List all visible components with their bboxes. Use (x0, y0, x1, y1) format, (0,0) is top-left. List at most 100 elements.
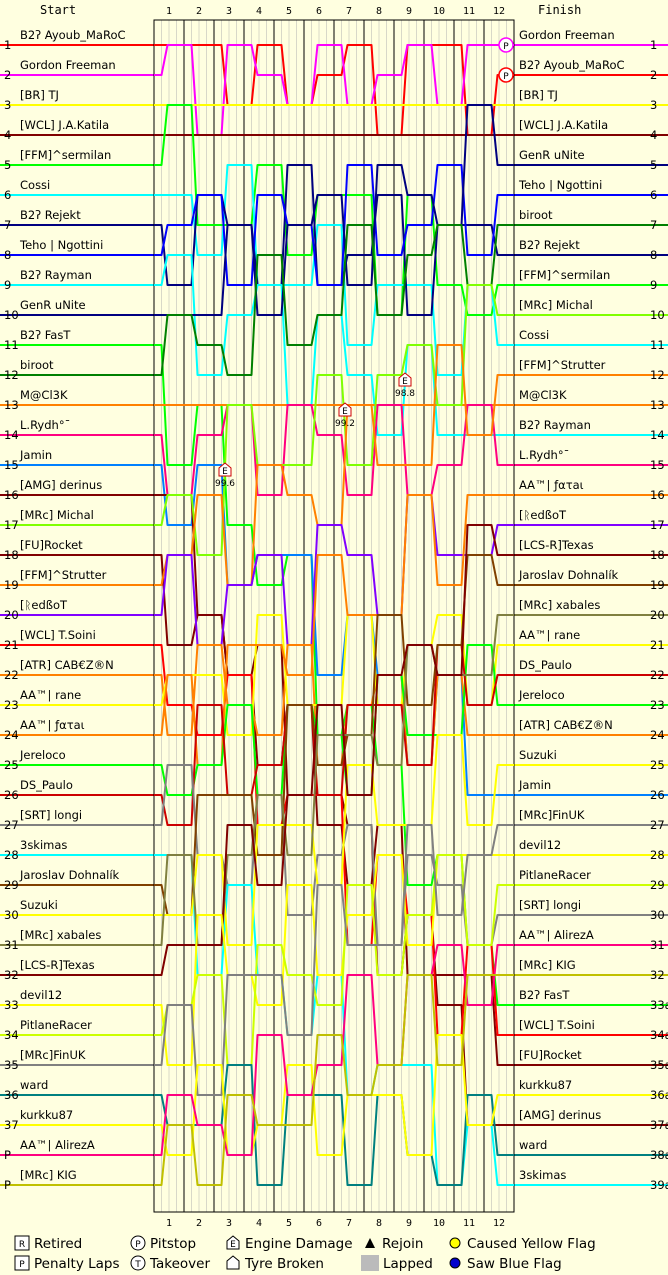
start-driver-name: [MRc] KIG (20, 1168, 77, 1182)
start-driver-name: [AMG] derinus (20, 478, 102, 492)
lap-number-top: 12 (493, 6, 505, 17)
finish-driver-name: ward (519, 1138, 547, 1152)
finish-position: 38a (650, 1148, 668, 1162)
finish-driver-name: Cossi (519, 328, 549, 342)
start-position: 1 (4, 38, 11, 52)
legend-label: Penalty Laps (34, 1256, 120, 1272)
finish-position: 10 (650, 308, 665, 322)
finish-position: 35a (650, 1058, 668, 1072)
start-driver-name: Jereloco (19, 748, 66, 762)
start-position: 32 (4, 968, 19, 982)
driver-trace (154, 974, 514, 1186)
start-position: 12 (4, 368, 19, 382)
start-driver-name: GenR uNite (20, 298, 86, 312)
finish-driver-name: Jaroslav Dohnalík (518, 568, 619, 582)
driver-trace (154, 404, 514, 496)
driver-trace (154, 524, 514, 976)
start-driver-name: [MRc]FinUK (20, 1048, 86, 1062)
finish-position: 13 (650, 398, 665, 412)
finish-driver-name: B2ʔ Ayoub_MaRoC (519, 58, 625, 72)
finish-position: 15 (650, 458, 665, 472)
finish-position: 22 (650, 668, 665, 682)
start-position: 14 (4, 428, 19, 442)
finish-position: 16 (650, 488, 665, 502)
finish-driver-name: Gordon Freeman (519, 28, 615, 42)
finish-position: 19 (650, 578, 665, 592)
lap-number-top: 3 (226, 6, 232, 17)
finish-header: Finish (538, 3, 581, 17)
start-position: 25 (4, 758, 19, 772)
blue-flag-icon (449, 1257, 461, 1269)
start-driver-name: [FFM]^sermilan (20, 148, 111, 162)
finish-position: 1 (650, 38, 657, 52)
finish-driver-name: [FFM]^sermilan (519, 268, 610, 282)
finish-driver-name: AA™| ƒατaι (519, 478, 584, 492)
legend-label: Takeover (149, 1256, 210, 1272)
finish-position: 36a (650, 1088, 668, 1102)
pitstop-icon-letter: P (135, 1240, 141, 1250)
lap-number-bottom: 8 (376, 1218, 382, 1229)
start-position: 17 (4, 518, 19, 532)
engine-damage-value: 99.2 (335, 419, 355, 429)
finish-position: 18 (650, 548, 665, 562)
legend-label: Saw Blue Flag (467, 1256, 562, 1272)
start-position: 10 (4, 308, 19, 322)
start-driver-name: Jaroslav Dohnalík (19, 868, 120, 882)
finish-position: 14 (650, 428, 665, 442)
legend-label: Engine Damage (245, 1236, 353, 1252)
lap-number-top: 11 (463, 6, 475, 17)
finish-driver-name: B2ʔ FasT (519, 988, 570, 1002)
start-position: 31 (4, 938, 19, 952)
finish-driver-name: [MRc] xabales (519, 598, 600, 612)
finish-driver-name: [MRc] KIG (519, 958, 576, 972)
finish-driver-name: [FU]Rocket (519, 1048, 582, 1062)
finish-position: 17 (650, 518, 665, 532)
start-driver-name: [MRc] xabales (20, 928, 101, 942)
lap-number-bottom: 12 (493, 1218, 505, 1229)
start-position: 16 (4, 488, 19, 502)
pitstop-icon (130, 1235, 146, 1251)
finish-position: 24 (650, 728, 665, 742)
start-driver-name: Cossi (20, 178, 50, 192)
start-position: 20 (4, 608, 19, 622)
lap-number-top: 10 (433, 6, 445, 17)
start-driver-name: kurkku87 (20, 1108, 73, 1122)
start-position: 15 (4, 458, 19, 472)
start-driver-name: [FU]Rocket (20, 538, 83, 552)
start-position: 11 (4, 338, 19, 352)
finish-position: 29 (650, 878, 665, 892)
start-driver-name: biroot (20, 358, 54, 372)
lap-number-top: 6 (316, 6, 322, 17)
finish-driver-name: 3skimas (519, 1168, 566, 1182)
start-driver-name: L.Rydh°¯ (20, 418, 70, 432)
finish-driver-name: GenR uNite (519, 148, 585, 162)
engine-damage-icon (338, 402, 352, 417)
start-position: 27 (4, 818, 19, 832)
finish-driver-name: DS_Paulo (519, 658, 572, 672)
start-position: 5 (4, 158, 11, 172)
engine-damage-icon-letter: E (222, 467, 228, 477)
start-driver-name: ward (20, 1078, 48, 1092)
start-position: 6 (4, 188, 11, 202)
finish-position: 4 (650, 128, 657, 142)
driver-trace (154, 44, 514, 136)
legend-label: Pitstop (150, 1236, 196, 1252)
lap-number-bottom: 11 (463, 1218, 475, 1229)
start-driver-name: AA™| rane (20, 688, 81, 702)
start-driver-name: Gordon Freeman (20, 58, 116, 72)
start-driver-name: B2ʔ Rayman (20, 268, 92, 282)
start-driver-name: [MRc] Michal (20, 508, 94, 522)
finish-position: 26 (650, 788, 665, 802)
start-driver-name: Teho | Ngottini (19, 238, 103, 252)
lap-number-top: 5 (286, 6, 292, 17)
start-driver-name: DS_Paulo (20, 778, 73, 792)
start-position: 13 (4, 398, 19, 412)
start-driver-name: B2ʔ Rejekt (20, 208, 81, 222)
start-position: 36 (4, 1088, 19, 1102)
engine-damage-icon-letter: E (402, 377, 408, 387)
lap-number-bottom: 2 (196, 1218, 202, 1229)
start-driver-name: Suzuki (20, 898, 58, 912)
finish-driver-name: [FFM]^Strutter (519, 358, 606, 372)
finish-driver-name: kurkku87 (519, 1078, 572, 1092)
